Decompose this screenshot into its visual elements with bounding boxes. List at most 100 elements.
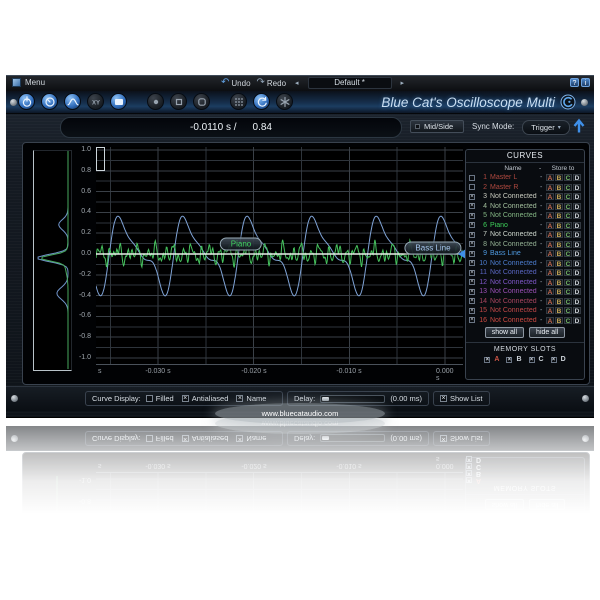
curve-name[interactable]: Not Connected (490, 231, 537, 239)
store-slot-b-button[interactable]: B (555, 221, 563, 230)
store-none-button[interactable]: - (540, 193, 543, 201)
store-slot-c-button[interactable]: C (564, 221, 572, 230)
zoom-handle[interactable] (96, 147, 105, 171)
store-slot-a-button[interactable]: A (546, 193, 554, 202)
store-slot-c-button[interactable]: C (564, 193, 572, 202)
curve-visibility-checkbox[interactable]: × (469, 241, 475, 248)
store-slot-b-button[interactable]: B (555, 278, 563, 287)
name-toggle[interactable]: × Name (236, 394, 266, 403)
memory-slot-b[interactable]: × B (506, 356, 522, 363)
store-none-button[interactable]: - (540, 297, 543, 305)
name-checkbox[interactable]: × (236, 395, 244, 402)
store-slot-a-button[interactable]: A (546, 288, 554, 297)
store-slot-a-button[interactable]: A (546, 231, 554, 240)
grid-options-button[interactable] (230, 93, 247, 110)
curve-mode-button[interactable] (64, 93, 81, 110)
store-slot-a-button[interactable]: A (546, 250, 554, 259)
curve-name[interactable]: Not Connected (490, 269, 537, 277)
store-slot-d-button[interactable]: D (573, 231, 581, 240)
store-slot-c-button[interactable]: C (564, 316, 572, 325)
curve-name[interactable]: Master R (490, 183, 519, 191)
antialiased-toggle[interactable]: × Antialiased (181, 394, 228, 403)
store-slot-d-button[interactable]: D (573, 278, 581, 287)
filled-toggle[interactable]: Filled (145, 394, 174, 403)
store-none-button[interactable]: - (540, 202, 543, 210)
curve-name[interactable]: Not Connected (490, 212, 537, 220)
multi-view-button[interactable] (193, 93, 210, 110)
menu-button[interactable]: Menu (12, 78, 45, 87)
curve-name[interactable]: Not Connected (490, 259, 537, 267)
curve-name[interactable]: Not Connected (490, 240, 537, 248)
curve-name[interactable]: Not Connected (490, 307, 537, 315)
preset-selector[interactable]: Default * (307, 77, 392, 89)
store-slot-c-button[interactable]: C (564, 259, 572, 268)
store-slot-d-button[interactable]: D (573, 240, 581, 249)
store-slot-b-button[interactable]: B (555, 174, 563, 183)
midside-toggle[interactable]: Mid/Side (410, 120, 464, 133)
single-view-button[interactable] (170, 93, 187, 110)
store-none-button[interactable]: - (540, 307, 543, 315)
show-list-checkbox[interactable]: × (440, 395, 447, 402)
store-slot-b-button[interactable]: B (555, 250, 563, 259)
gain-knob-button[interactable] (41, 93, 58, 110)
filled-checkbox[interactable] (145, 395, 153, 402)
curve-visibility-checkbox[interactable] (469, 184, 475, 191)
store-slot-b-button[interactable]: B (555, 316, 563, 325)
curve-visibility-checkbox[interactable]: × (469, 250, 475, 257)
store-slot-c-button[interactable]: C (564, 288, 572, 297)
curve-name[interactable]: Not Connected (490, 202, 537, 210)
store-slot-d-button[interactable]: D (573, 183, 581, 192)
sync-mode-dropdown[interactable]: Trigger ▾ (522, 120, 570, 135)
store-slot-c-button[interactable]: C (564, 269, 572, 278)
store-slot-b-button[interactable]: B (555, 202, 563, 211)
preset-prev-button[interactable]: ◂ (295, 80, 299, 87)
store-none-button[interactable]: - (540, 240, 543, 248)
store-slot-a-button[interactable]: A (546, 297, 554, 306)
trigger-slope-up-icon[interactable] (572, 117, 586, 134)
store-slot-c-button[interactable]: C (564, 240, 572, 249)
store-slot-d-button[interactable]: D (573, 288, 581, 297)
store-none-button[interactable]: - (540, 316, 543, 324)
store-slot-b-button[interactable]: B (555, 259, 563, 268)
store-slot-b-button[interactable]: B (555, 269, 563, 278)
store-slot-b-button[interactable]: B (555, 297, 563, 306)
help-button[interactable]: ? (570, 78, 579, 87)
antialiased-checkbox[interactable]: × (181, 395, 189, 402)
store-slot-d-button[interactable]: D (573, 316, 581, 325)
store-slot-a-button[interactable]: A (546, 259, 554, 268)
store-none-button[interactable]: - (540, 250, 543, 258)
curve-visibility-checkbox[interactable]: × (469, 203, 475, 210)
store-slot-d-button[interactable]: D (573, 174, 581, 183)
curve-visibility-checkbox[interactable]: × (469, 279, 475, 286)
curve-visibility-checkbox[interactable]: × (469, 260, 475, 267)
store-none-button[interactable]: - (540, 278, 543, 286)
curve-visibility-checkbox[interactable]: × (469, 288, 475, 295)
curve-label-piano[interactable]: Piano (219, 237, 263, 251)
curve-name[interactable]: Not Connected (490, 297, 537, 305)
curve-name[interactable]: Not Connected (490, 278, 537, 286)
store-slot-d-button[interactable]: D (573, 250, 581, 259)
undo-button[interactable]: ↶ Undo (221, 78, 251, 88)
store-none-button[interactable]: - (540, 269, 543, 277)
store-none-button[interactable]: - (540, 183, 543, 191)
store-none-button[interactable]: - (540, 288, 543, 296)
curve-name[interactable]: Piano (490, 221, 508, 229)
curve-visibility-checkbox[interactable]: × (469, 222, 475, 229)
store-slot-c-button[interactable]: C (564, 212, 572, 221)
store-slot-d-button[interactable]: D (573, 269, 581, 278)
curve-visibility-checkbox[interactable]: × (469, 212, 475, 219)
oscilloscope-plot[interactable]: Piano Bass Line (96, 147, 466, 365)
store-slot-d-button[interactable]: D (573, 307, 581, 316)
store-slot-c-button[interactable]: C (564, 174, 572, 183)
store-slot-b-button[interactable]: B (555, 240, 563, 249)
store-slot-a-button[interactable]: A (546, 183, 554, 192)
store-slot-c-button[interactable]: C (564, 278, 572, 287)
store-none-button[interactable]: - (540, 259, 543, 267)
store-slot-c-button[interactable]: C (564, 297, 572, 306)
delay-slider-handle[interactable] (322, 396, 330, 401)
store-slot-b-button[interactable]: B (555, 307, 563, 316)
store-slot-a-button[interactable]: A (546, 307, 554, 316)
store-none-button[interactable]: - (540, 221, 543, 229)
store-slot-a-button[interactable]: A (546, 202, 554, 211)
delay-slider[interactable] (320, 394, 386, 403)
